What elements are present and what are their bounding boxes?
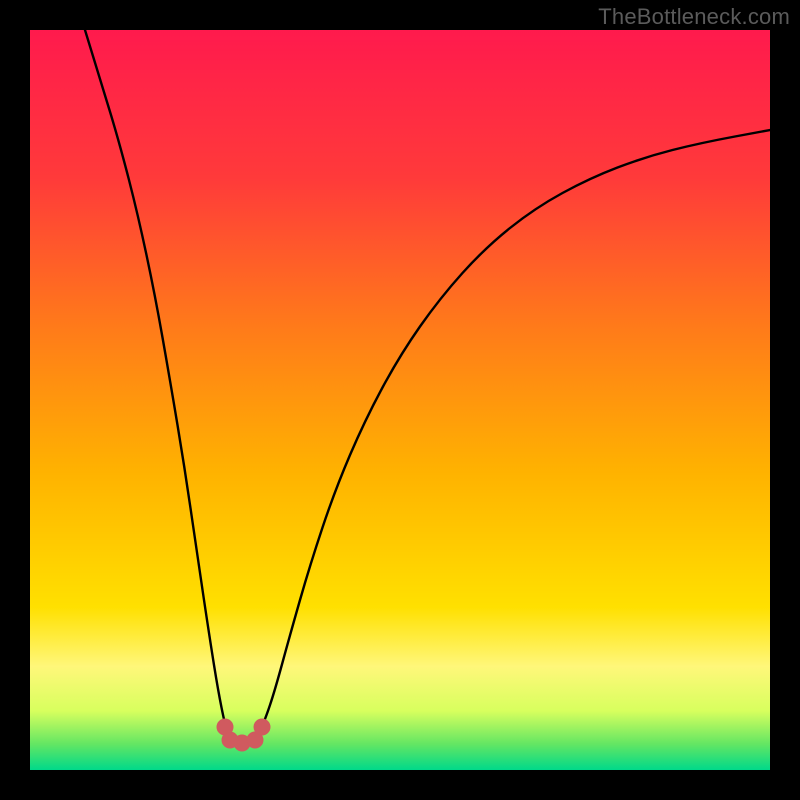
curve-marker: [254, 719, 270, 735]
bottleneck-curve: [85, 30, 770, 743]
bottleneck-curve-layer: [30, 30, 770, 770]
chart-container: TheBottleneck.com: [0, 0, 800, 800]
curve-markers: [217, 719, 270, 751]
plot-area: [30, 30, 770, 770]
watermark-text: TheBottleneck.com: [598, 4, 790, 30]
